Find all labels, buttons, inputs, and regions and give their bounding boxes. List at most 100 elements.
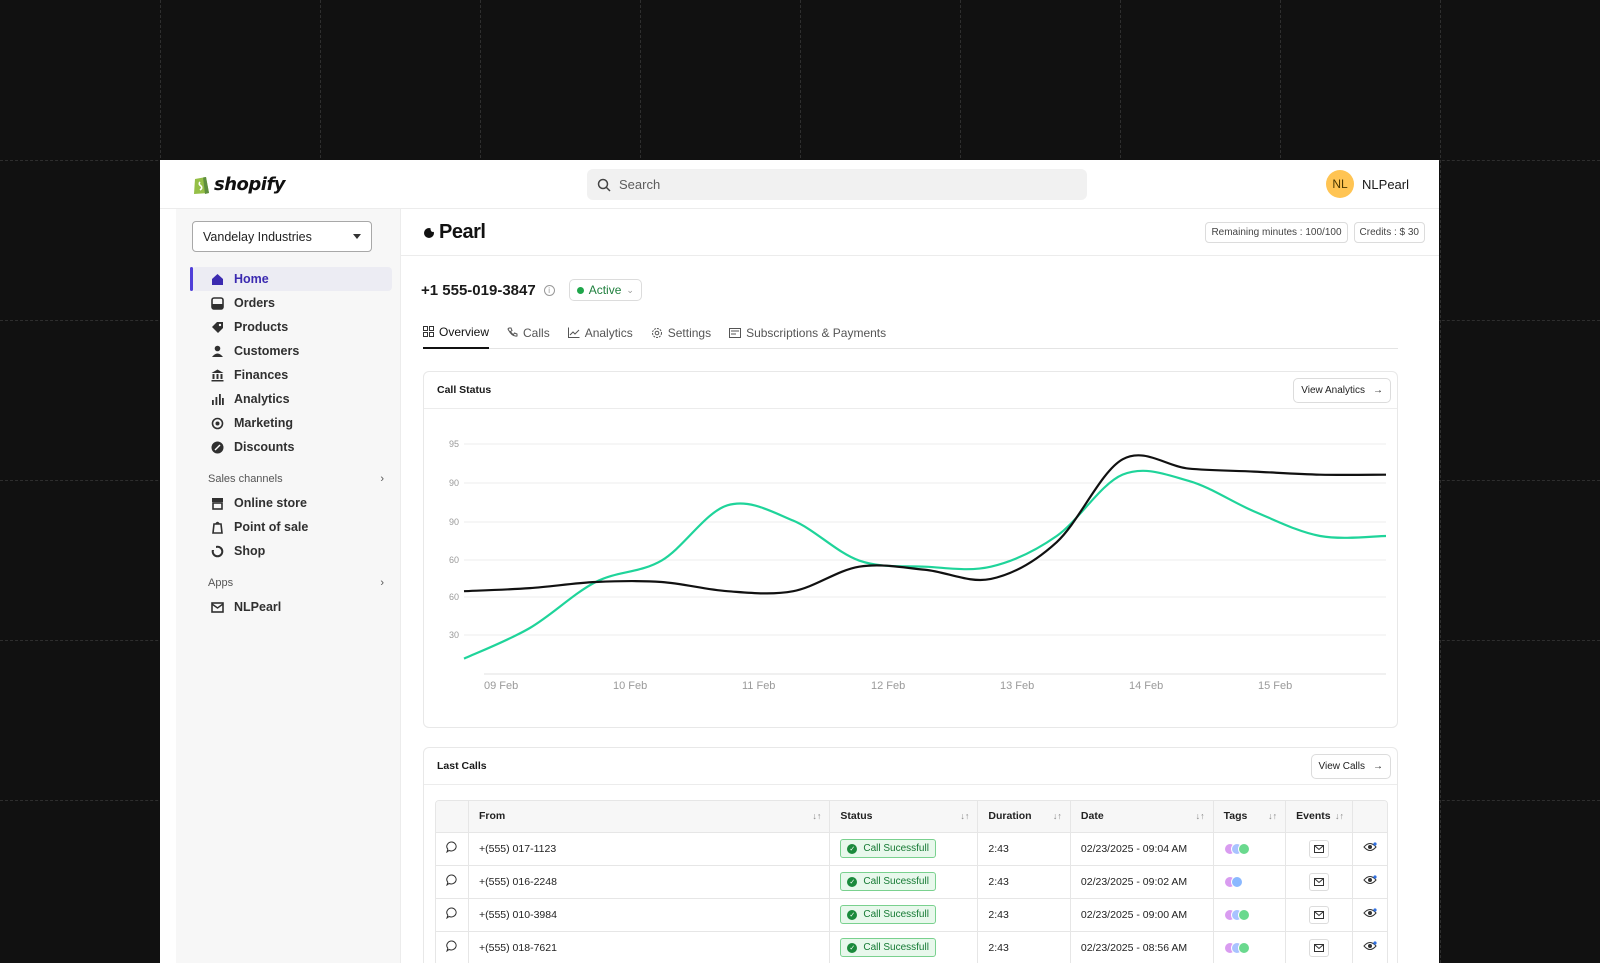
view-calls-button[interactable]: View Calls → <box>1310 753 1391 779</box>
sidebar-item-online-store[interactable]: Online store <box>192 491 392 515</box>
sidebar-item-finances[interactable]: Finances <box>192 363 392 387</box>
table-row[interactable]: +(555) 018-7621 ✓ Call Sucessfull 2:43 02… <box>436 931 1387 963</box>
gear-icon <box>651 327 662 338</box>
sort-icon[interactable]: ↓↑ <box>1195 811 1205 821</box>
table-header-row: From ↓↑ Status ↓↑ Duration ↓↑ Date ↓↑ Tags ↓↑… <box>436 801 1387 833</box>
column-header-events[interactable]: Events ↓↑ <box>1285 801 1353 833</box>
column-label: From <box>479 810 506 823</box>
button-label: View Calls <box>1318 760 1366 772</box>
sidebar-item-label: Shop <box>234 544 266 558</box>
mail-icon[interactable] <box>1309 938 1330 957</box>
arrow-right-icon: → <box>1373 760 1383 772</box>
column-label: Tags <box>1223 810 1248 823</box>
app-name: Pearl <box>439 220 486 243</box>
sort-icon[interactable]: ↓↑ <box>812 811 822 821</box>
column-header-from[interactable]: From ↓↑ <box>468 801 831 833</box>
user-menu[interactable]: NL NLPearl <box>1326 170 1409 198</box>
sidebar-item-customers[interactable]: Customers <box>192 339 392 363</box>
actions-cell[interactable] <box>1352 898 1387 932</box>
chat-icon-cell[interactable] <box>436 865 469 899</box>
sales-channels-header[interactable]: Sales channels › <box>192 467 392 491</box>
duration-cell: 2:43 <box>977 865 1071 899</box>
info-icon[interactable]: i <box>543 284 555 296</box>
card-title: Call Status <box>437 384 492 396</box>
view-analytics-button[interactable]: View Analytics → <box>1293 377 1391 403</box>
column-header-duration[interactable]: Duration ↓↑ <box>977 801 1071 833</box>
date-cell: 02/23/2025 - 09:04 AM <box>1070 832 1214 866</box>
sidebar-item-nlpearl[interactable]: NLPearl <box>192 595 392 619</box>
sidebar-item-label: Marketing <box>234 416 294 430</box>
column-header-actions <box>1352 801 1387 833</box>
sort-icon[interactable]: ↓↑ <box>960 811 970 821</box>
sidebar-item-orders[interactable]: Orders <box>192 291 392 315</box>
from-cell: +(555) 018-7621 <box>468 931 831 963</box>
sidebar-item-discounts[interactable]: Discounts <box>192 435 392 459</box>
sidebar-item-products[interactable]: Products <box>192 315 392 339</box>
status-cell: ✓ Call Sucessfull <box>829 865 979 899</box>
sidebar-item-shop[interactable]: Shop <box>192 539 392 563</box>
phone-row: +1 555-019-3847 i Active ⌄ <box>421 279 642 301</box>
sidebar-item-point-of-sale[interactable]: Point of sale <box>192 515 392 539</box>
sidebar-item-home[interactable]: Home <box>190 267 392 291</box>
actions-cell[interactable] <box>1352 931 1387 963</box>
tab-label: Overview <box>439 324 490 339</box>
column-label: Events <box>1296 810 1331 823</box>
pearl-logo: Pearl <box>423 220 486 244</box>
sidebar-item-label: Home <box>234 272 269 286</box>
store-selector[interactable]: Vandelay Industries <box>192 221 372 252</box>
sort-icon[interactable]: ↓↑ <box>1268 811 1278 821</box>
mail-icon[interactable] <box>1309 872 1330 891</box>
chat-bubble-icon <box>446 841 457 854</box>
sidebar-item-analytics[interactable]: Analytics <box>192 387 392 411</box>
events-cell <box>1285 931 1353 963</box>
sidebar-item-marketing[interactable]: Marketing <box>192 411 392 435</box>
tag-icon <box>210 320 224 334</box>
column-header-status[interactable]: Status ↓↑ <box>829 801 979 833</box>
receipt-icon <box>729 327 742 338</box>
bank-icon <box>210 368 224 382</box>
tags-cell <box>1213 865 1287 899</box>
duration-cell: 2:43 <box>977 898 1071 932</box>
tab-label: Calls <box>523 325 550 340</box>
shopify-logo[interactable]: shopify <box>192 173 286 195</box>
tag-dot <box>1237 842 1250 855</box>
sidebar-item-label: Online store <box>234 496 307 510</box>
tab-subscriptions[interactable]: Subscriptions & Payments <box>729 320 886 349</box>
status-label: Active <box>588 283 622 297</box>
tab-overview[interactable]: Overview <box>423 320 490 349</box>
mail-icon[interactable] <box>1309 905 1330 924</box>
top-bar: shopify Search NL NLPearl <box>160 160 1439 209</box>
status-badge-label: Call Sucessfull <box>863 942 929 953</box>
table-row[interactable]: +(555) 010-3984 ✓ Call Sucessfull 2:43 02… <box>436 898 1387 932</box>
sidebar-item-label: Orders <box>234 296 275 310</box>
tab-calls[interactable]: Calls <box>507 320 550 349</box>
sidebar-item-label: Finances <box>234 368 289 382</box>
x-tick-label: 11 Feb <box>742 680 775 692</box>
column-label: Date <box>1080 810 1104 823</box>
table-row[interactable]: +(555) 017-1123 ✓ Call Sucessfull 2:43 02… <box>436 832 1387 866</box>
tab-label: Settings <box>667 325 712 340</box>
actions-cell[interactable] <box>1352 865 1387 899</box>
status-dropdown[interactable]: Active ⌄ <box>568 279 642 301</box>
pos-icon <box>210 520 224 534</box>
apps-header[interactable]: Apps › <box>192 571 392 595</box>
table-row[interactable]: +(555) 016-2248 ✓ Call Sucessfull 2:43 02… <box>436 865 1387 899</box>
chat-icon-cell[interactable] <box>436 931 469 963</box>
remaining-minutes-badge: Remaining minutes : 100/100 <box>1205 221 1348 243</box>
chat-icon-cell[interactable] <box>436 898 469 932</box>
app-window: shopify Search NL NLPearl Vandelay Indus… <box>160 160 1439 963</box>
sidebar-item-label: NLPearl <box>234 600 282 614</box>
column-header-date[interactable]: Date ↓↑ <box>1070 801 1214 833</box>
column-header-tags[interactable]: Tags ↓↑ <box>1213 801 1287 833</box>
tab-analytics[interactable]: Analytics <box>567 320 633 349</box>
mail-icon[interactable] <box>1309 839 1330 858</box>
sort-icon[interactable]: ↓↑ <box>1334 811 1344 821</box>
tab-settings[interactable]: Settings <box>651 320 711 349</box>
bar-chart-icon <box>210 392 224 406</box>
store-icon <box>210 496 224 510</box>
search-input[interactable]: Search <box>587 169 1087 200</box>
sort-icon[interactable]: ↓↑ <box>1052 811 1062 821</box>
status-cell: ✓ Call Sucessfull <box>829 832 979 866</box>
chat-icon-cell[interactable] <box>436 832 469 866</box>
actions-cell[interactable] <box>1352 832 1387 866</box>
